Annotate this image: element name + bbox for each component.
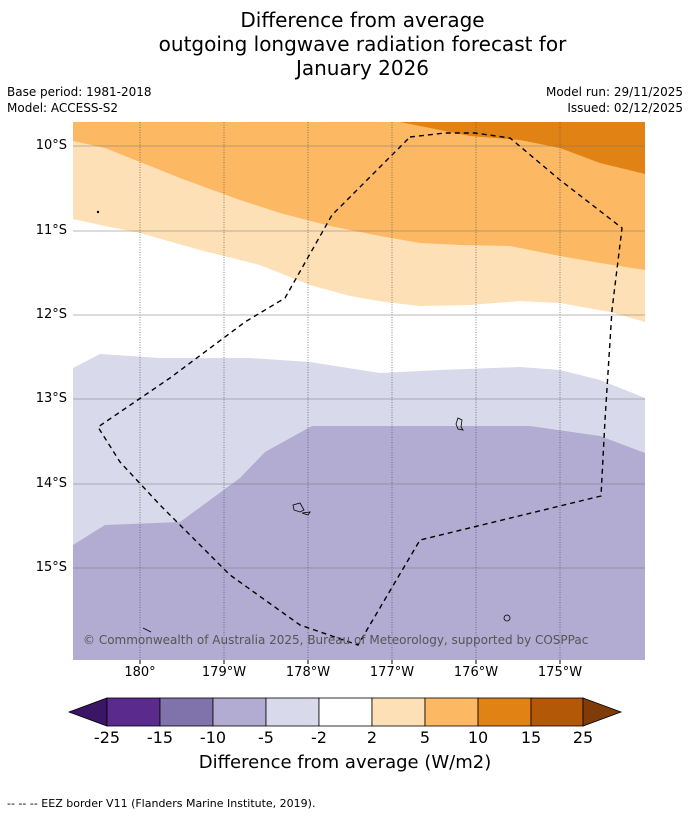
colorbar-tick: 15 [520,728,542,747]
colorbar-segment [106,697,161,727]
region-pos-5-10 [73,122,645,270]
island-2 [292,502,305,513]
colorbar-tick: 5 [419,728,431,747]
colorbar-extend-low [67,697,108,727]
colorbar-tick: 25 [572,728,594,747]
colorbar-tick: -2 [311,728,327,747]
model-run: Model run: 29/11/2025 [545,85,683,99]
lon-label: 180° [124,665,156,680]
island-1 [455,417,464,431]
title-line-1: Difference from average [240,8,485,32]
colorbar-segment [371,697,426,727]
colorbar-segment [530,697,584,727]
chart-title: Difference from average outgoing longwav… [0,8,690,80]
colorbar [67,697,623,727]
colorbar-segment [477,697,532,727]
colorbar-segment [212,697,267,727]
issued-date: Issued: 02/12/2025 [567,101,683,115]
lat-label: 13°S [35,391,67,406]
lon-label: 178°W [285,665,331,680]
meta-left: Base period: 1981-2018 Model: ACCESS-S2 [7,84,152,116]
eez-footnote: -- -- -- EEZ border V11 (Flanders Marine… [7,797,316,810]
island-3 [301,511,311,516]
colorbar-tick: -25 [93,728,121,747]
lat-label: 14°S [35,476,67,491]
base-period: Base period: 1981-2018 [7,85,152,99]
island-5 [142,627,152,633]
lon-ticks [139,660,561,664]
colorbar-extend-high [582,697,623,727]
island-6 [96,210,100,214]
title-line-2: outgoing longwave radiation forecast for [158,32,567,56]
islands [96,210,511,633]
colorbar-tick: -5 [258,728,274,747]
meta-right: Model run: 29/11/2025 Issued: 02/12/2025 [546,84,683,116]
colorbar-tick: -15 [146,728,174,747]
colorbar-segment [265,697,320,727]
title-line-3: January 2026 [295,56,430,80]
lat-label: 10°S [35,138,67,153]
meridians [139,122,561,660]
copyright-notice: © Commonwealth of Australia 2025, Bureau… [83,633,589,647]
region-pos-10-15 [400,122,645,174]
lat-label: 12°S [35,307,67,322]
lat-label: 15°S [35,560,67,575]
colorbar-tick: 2 [366,728,378,747]
lon-label: 175°W [537,665,583,680]
colorbar-tick: -10 [199,728,227,747]
colorbar-segment [318,697,373,727]
colorbar-segment [424,697,479,727]
lon-label: 177°W [369,665,415,680]
lat-label: 11°S [35,223,67,238]
map-area [73,122,645,660]
model-name: Model: ACCESS-S2 [7,101,119,115]
colorbar-segment [159,697,214,727]
lon-label: 176°W [453,665,499,680]
colorbar-tick: 10 [467,728,489,747]
colorbar-label: Difference from average (W/m2) [198,752,492,773]
island-4 [503,614,511,622]
graticule [73,145,645,569]
lon-label: 179°W [201,665,247,680]
